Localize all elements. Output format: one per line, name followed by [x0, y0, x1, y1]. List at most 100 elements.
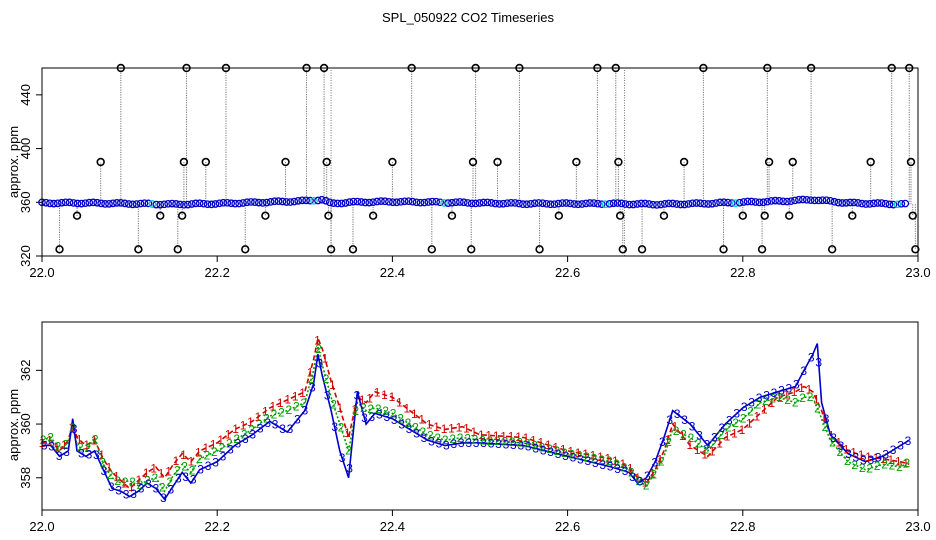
series-3-marker: 3: [905, 434, 912, 448]
series-1-marker: 1: [98, 448, 105, 462]
series-3-marker: 3: [823, 412, 830, 426]
series-1-marker: 1: [471, 425, 478, 439]
baseline-point: [254, 198, 263, 207]
series-3-marker: 3: [711, 430, 718, 444]
outlier-point: [241, 245, 250, 254]
series-2-marker: 2: [487, 434, 494, 448]
baseline-point: [901, 199, 910, 208]
series-2-marker: 2: [166, 475, 173, 489]
series-2-marker: 2: [844, 454, 851, 468]
baseline-point: [830, 197, 839, 206]
series-1-marker: 1: [158, 466, 165, 480]
baseline-point: [81, 199, 90, 208]
baseline-point: [357, 198, 366, 206]
series-3-marker: 3: [220, 449, 227, 463]
baseline-point: [649, 200, 657, 209]
series-2-marker: 2: [777, 391, 784, 405]
baseline-point: [416, 198, 425, 207]
series-2-marker: 2: [837, 445, 844, 459]
series-1-marker: 1: [128, 480, 135, 494]
series-1-marker: 1: [835, 435, 842, 449]
baseline-point: [688, 199, 697, 208]
series-1-marker: 1: [664, 433, 671, 447]
series-1-marker: 1: [173, 454, 180, 468]
baseline-point: [530, 199, 539, 208]
series-2-marker: 2: [531, 438, 538, 452]
baseline-point: [696, 199, 705, 208]
y-tick-label: 358: [18, 467, 33, 489]
series-1-marker: 1: [54, 441, 61, 455]
series-3-marker: 3: [190, 473, 197, 487]
series-3-marker: 3: [503, 437, 510, 451]
outlier-point: [96, 157, 105, 167]
baseline-point: [124, 200, 133, 208]
series-2-marker: 2: [330, 398, 337, 412]
series-1-marker: 1: [411, 407, 418, 421]
series-1-marker: 1: [83, 438, 90, 452]
baseline-point: [739, 198, 748, 206]
series-1-marker: 1: [672, 420, 679, 434]
series-2-marker: 2: [375, 402, 382, 416]
series-3-marker: 3: [577, 452, 584, 466]
series-2-marker: 2: [174, 463, 181, 477]
series-3-marker: 3: [644, 469, 651, 483]
series-2-marker: 2: [241, 427, 248, 441]
series-1-marker: 1: [269, 400, 276, 414]
baseline-point: [53, 199, 62, 208]
baseline-point: [657, 200, 665, 209]
series-2-marker: 2: [494, 434, 501, 448]
baseline-point: [889, 200, 898, 209]
series-2-marker: 2: [732, 416, 739, 430]
baseline-point: [57, 198, 66, 207]
series-2-marker: 2: [658, 454, 665, 468]
baseline-point: [471, 199, 480, 208]
series-1-marker: 1: [336, 401, 343, 415]
series-2-marker: 2: [338, 421, 345, 435]
baseline-point: [806, 196, 815, 205]
series-2-marker: 2: [770, 392, 777, 406]
series-1-marker: 1: [381, 388, 388, 402]
x-tick-label: 22.2: [205, 519, 230, 534]
series-3-marker: 3: [354, 388, 361, 402]
outlier-point: [427, 245, 437, 254]
series-3-marker: 3: [205, 459, 212, 473]
baseline-point: [404, 197, 413, 206]
series-2-marker: 2: [70, 421, 77, 435]
bottom-panel-ylabel: approx. ppm: [6, 389, 21, 461]
series-3-marker: 3: [324, 388, 331, 402]
baseline-point: [731, 199, 740, 208]
baseline-point: [456, 198, 464, 206]
series-3-marker: 3: [786, 381, 793, 395]
baseline-point: [116, 199, 125, 207]
baseline-point: [724, 198, 732, 207]
series-1-marker: 1: [165, 465, 172, 479]
baseline-point: [247, 198, 255, 206]
baseline-point: [735, 198, 744, 207]
outlier-point: [615, 211, 625, 220]
baseline-point: [262, 198, 271, 207]
baseline-point: [586, 199, 594, 207]
series-2-marker: 2: [308, 372, 315, 386]
baseline-point: [337, 199, 346, 208]
outlier-point: [764, 157, 774, 167]
series-2-marker: 2: [740, 411, 747, 425]
series-3-marker: 3: [383, 410, 390, 424]
series-2-marker: 2: [688, 431, 695, 445]
series-1-marker: 1: [798, 381, 805, 395]
series-2-marker: 2: [323, 372, 330, 386]
series-3-marker: 3: [279, 422, 286, 436]
baseline-point: [491, 199, 500, 208]
baseline-point: [708, 199, 716, 208]
series-2-marker: 2: [881, 458, 888, 472]
series-2-marker: 2: [635, 474, 642, 488]
series-2-marker: 2: [159, 481, 166, 495]
baseline-point: [392, 198, 401, 207]
series-2-marker: 2: [643, 479, 650, 493]
series-2-marker: 2: [293, 399, 300, 413]
baseline-point: [779, 197, 787, 206]
series-2-marker: 2: [792, 396, 799, 410]
baseline-point: [219, 198, 228, 207]
series-3-marker: 3: [570, 451, 577, 465]
